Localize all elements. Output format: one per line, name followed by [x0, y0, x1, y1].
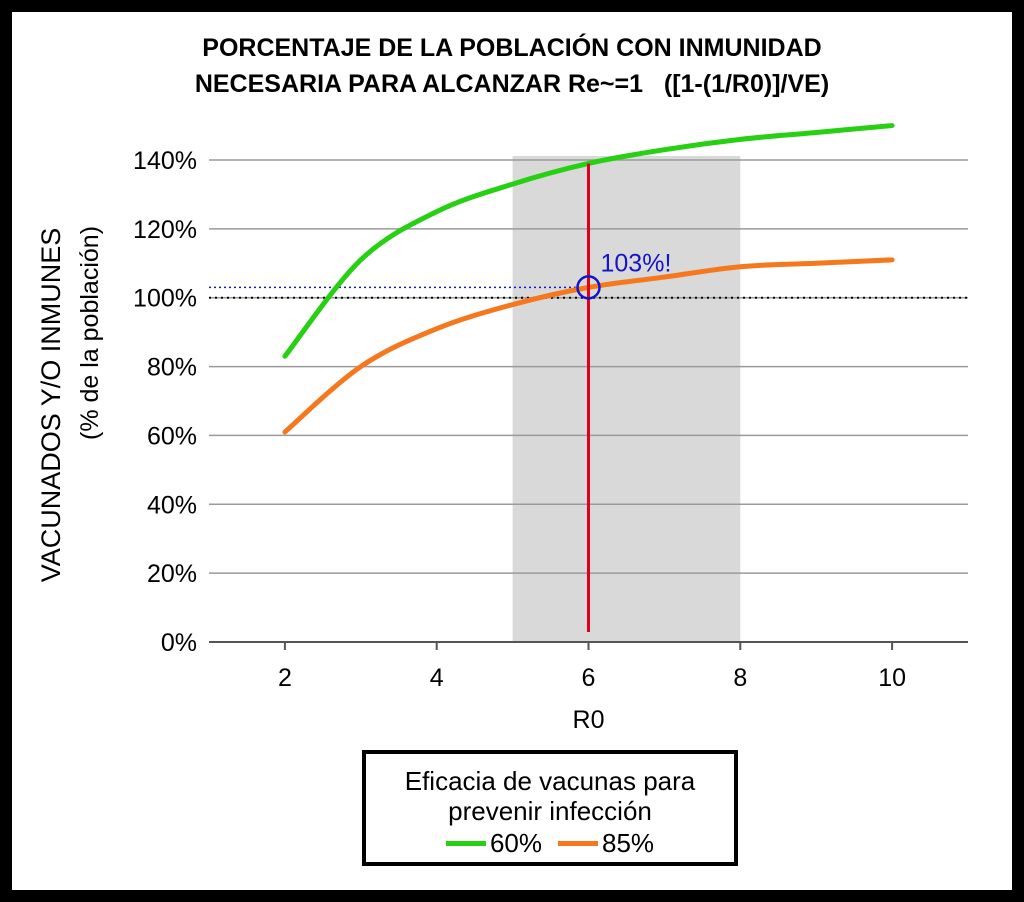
legend-title-line2: prevenir infección [448, 796, 652, 826]
legend-items: 60% 85% [366, 828, 734, 859]
legend-swatch-85 [558, 841, 598, 846]
y-axis-label: VACUNADOS Y/O INMUNES [36, 228, 66, 583]
series-line-60% [282, 123, 895, 359]
x-tick-labels: 2 4 6 8 10 [278, 664, 906, 692]
legend-label-60: 60% [489, 828, 542, 858]
y-tick-label-3: 60% [147, 422, 197, 450]
shaded-region [512, 156, 741, 642]
highlight-marker [576, 275, 601, 300]
legend-item-60: 60% [445, 828, 542, 859]
x-axis-label: R0 [573, 706, 605, 734]
chart-subtitle: NECESARIA PARA ALCANZAR Re~=1 ([1-(1/R0)… [194, 70, 830, 98]
chart-title: PORCENTAJE DE LA POBLACIÓN CON INMUNIDAD [202, 34, 822, 62]
y-tick-label-6: 120% [133, 216, 197, 244]
legend-label-85: 85% [602, 828, 655, 858]
legend-title-line1: Eficacia de vacunas para [404, 766, 696, 796]
y-tick-label-4: 80% [147, 354, 197, 382]
x-tick-label-0: 2 [278, 664, 292, 692]
highlight-label: 103%! [601, 249, 672, 277]
x-tick-label-4: 10 [878, 664, 906, 692]
chart-panel: PORCENTAJE DE LA POBLACIÓN CON INMUNIDAD… [12, 12, 1012, 890]
legend-item-85: 85% [558, 828, 654, 859]
x-tick-label-1: 4 [430, 664, 444, 692]
series-line-85% [282, 257, 895, 435]
chart-svg: 103%! 0%20%40%60%80%100%120%140% 2 4 6 8 10 … [36, 123, 968, 734]
x-axis-ticks [283, 642, 894, 650]
y-axis-sublabel: (% de la población) [76, 226, 104, 440]
series-lines [282, 123, 895, 435]
legend-swatch-60 [445, 841, 486, 846]
x-tick-label-3: 8 [733, 664, 747, 692]
x-tick-label-2: 6 [582, 664, 596, 692]
y-tick-label-0: 0% [161, 629, 197, 657]
y-tick-label-2: 40% [147, 491, 197, 519]
y-tick-label-7: 140% [133, 147, 197, 175]
y-tick-label-1: 20% [147, 560, 197, 588]
y-tick-labels: 0% 20% 40% 60% 80% 100% 120% 140% [133, 147, 197, 657]
y-tick-label-5: 100% [133, 285, 197, 313]
legend: Eficacia de vacunas para prevenir infecc… [362, 750, 738, 866]
